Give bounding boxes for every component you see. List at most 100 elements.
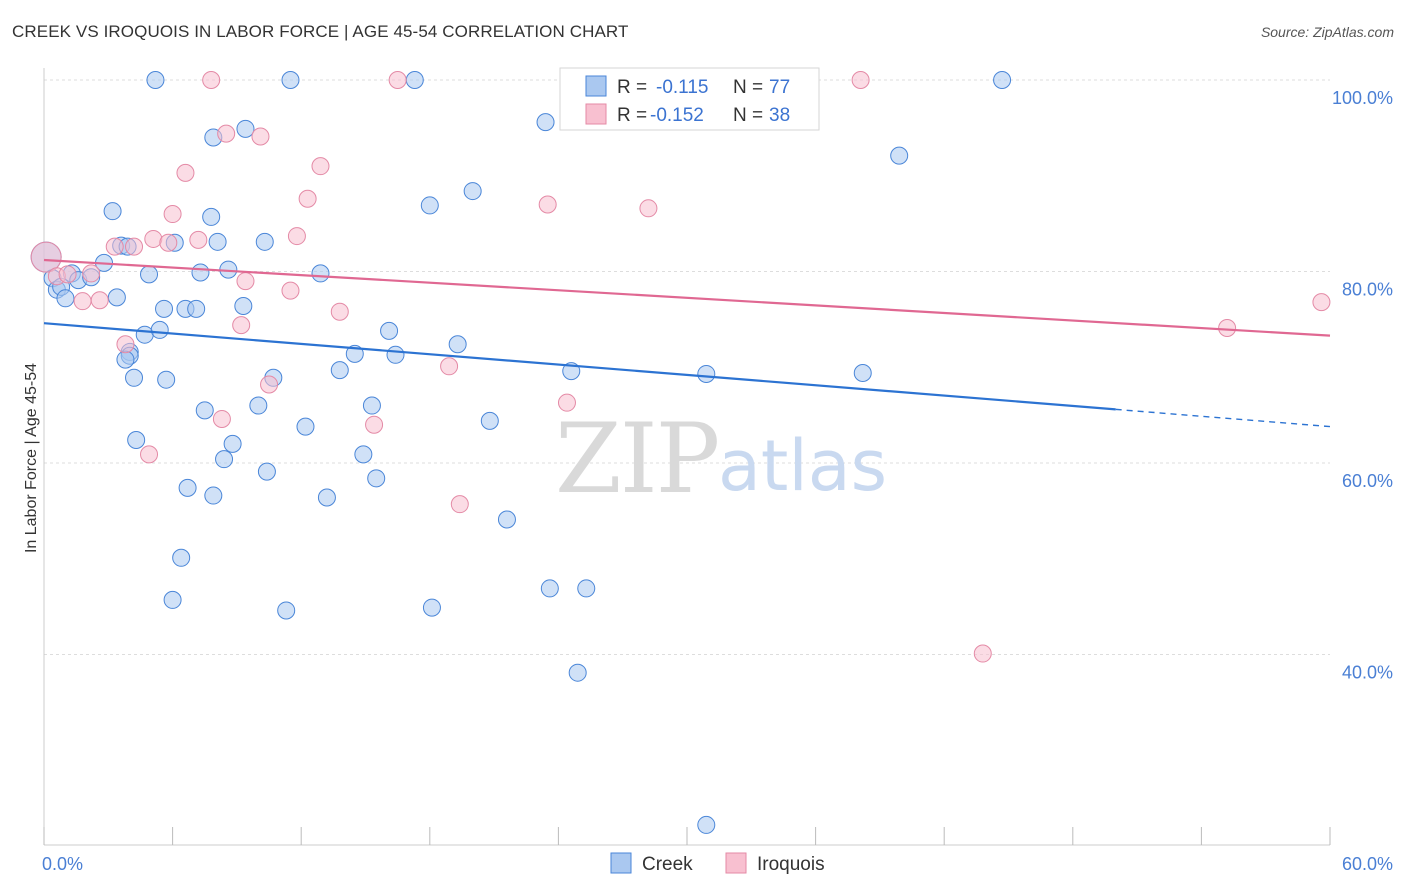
iroquois-point	[450, 495, 469, 514]
iroquois-point	[163, 205, 182, 224]
iroquois-point	[311, 157, 330, 176]
creek-point	[405, 71, 424, 89]
iroquois-point	[388, 71, 407, 89]
creek-point	[202, 207, 221, 226]
iroquois-point	[287, 227, 306, 246]
iroquois-point	[90, 291, 109, 310]
iroquois-point	[73, 292, 92, 311]
iroquois-series-swatch	[725, 852, 747, 874]
creek-point	[480, 411, 499, 430]
creek-point	[536, 113, 555, 132]
y-tick-labels: 100.0% 80.0% 60.0% 40.0%	[1332, 88, 1393, 683]
watermark: ZIP atlas	[555, 403, 887, 515]
iroquois-points	[30, 71, 1331, 663]
creek-point	[448, 335, 467, 354]
creek-point	[249, 396, 268, 415]
creek-point	[234, 296, 253, 315]
creek-point	[103, 202, 122, 221]
creek-point	[330, 361, 349, 380]
iroquois-point	[557, 393, 576, 412]
creek-point	[178, 478, 197, 497]
y-tick-label: 40.0%	[1342, 663, 1393, 683]
creek-point	[362, 396, 381, 415]
iroquois-point	[30, 241, 62, 273]
grid-lines	[44, 79, 1330, 655]
iroquois-point	[140, 445, 159, 464]
creek-point	[195, 401, 214, 420]
stats-legend: R = -0.115 N = 77 R = -0.152 N = 38	[559, 67, 820, 131]
creek-series-swatch	[610, 852, 632, 874]
creek-point	[236, 119, 255, 138]
source-label: Source: ZipAtlas.com	[1260, 24, 1394, 40]
creek-point	[296, 417, 315, 436]
iroquois-r-value: -0.152	[650, 105, 704, 126]
iroquois-point	[82, 264, 101, 283]
creek-point	[150, 320, 169, 339]
creek-r-value: -0.115	[656, 77, 708, 98]
creek-legend-swatch	[585, 75, 607, 97]
iroquois-point	[851, 71, 870, 89]
creek-point	[172, 548, 191, 567]
creek-point	[135, 325, 154, 344]
creek-point	[140, 265, 159, 284]
creek-point	[223, 434, 242, 453]
axes	[43, 68, 1331, 846]
chart-title: CREEK VS IROQUOIS IN LABOR FORCE | AGE 4…	[12, 22, 629, 41]
iroquois-point	[236, 272, 255, 291]
creek-r-label: R =	[617, 77, 647, 98]
iroquois-point	[365, 415, 384, 434]
iroquois-point	[1312, 293, 1331, 312]
creek-n-value: 77	[769, 77, 790, 98]
y-tick-label: 80.0%	[1342, 280, 1393, 300]
iroquois-point	[176, 163, 195, 182]
creek-point	[422, 598, 441, 617]
iroquois-point	[232, 316, 251, 335]
y-tick-label: 60.0%	[1342, 471, 1393, 491]
creek-point	[157, 370, 176, 389]
series-legend: Creek Iroquois	[610, 852, 825, 875]
creek-point	[697, 364, 716, 383]
iroquois-point	[217, 124, 236, 143]
iroquois-point	[538, 195, 557, 214]
creek-point	[107, 288, 126, 307]
iroquois-r-label: R =	[617, 105, 647, 126]
creek-point	[890, 146, 909, 165]
iroquois-point	[125, 237, 144, 256]
creek-point	[187, 299, 206, 318]
creek-point	[257, 462, 276, 481]
iroquois-point	[202, 71, 221, 89]
iroquois-point	[281, 281, 300, 300]
creek-point	[281, 71, 300, 89]
iroquois-n-label: N =	[733, 105, 763, 126]
creek-point	[56, 289, 75, 308]
creek-point	[463, 182, 482, 201]
creek-point	[354, 445, 373, 464]
iroquois-point	[189, 230, 208, 249]
trend-lines	[43, 258, 1331, 428]
creek-point	[697, 815, 716, 834]
creek-point	[317, 488, 336, 507]
iroquois-legend-swatch	[585, 103, 607, 125]
iroquois-point	[144, 229, 163, 248]
iroquois-point	[159, 233, 178, 252]
creek-point	[367, 469, 386, 488]
iroquois-point	[1218, 318, 1237, 337]
creek-point	[208, 232, 227, 251]
creek-point	[191, 263, 210, 282]
y-axis-title: In Labor Force | Age 45-54	[23, 363, 40, 553]
creek-point	[853, 363, 872, 382]
iroquois-point	[105, 237, 124, 256]
creek-point	[155, 299, 174, 318]
iroquois-point	[973, 644, 992, 663]
y-tick-label: 100.0%	[1332, 88, 1393, 108]
creek-point	[577, 579, 596, 598]
creek-point	[311, 264, 330, 283]
creek-point	[993, 71, 1012, 89]
creek-point	[127, 431, 146, 450]
creek-point	[116, 350, 135, 369]
creek-point	[277, 601, 296, 620]
creek-n-label: N =	[733, 77, 763, 98]
iroquois-point	[330, 302, 349, 321]
creek-point	[420, 196, 439, 215]
